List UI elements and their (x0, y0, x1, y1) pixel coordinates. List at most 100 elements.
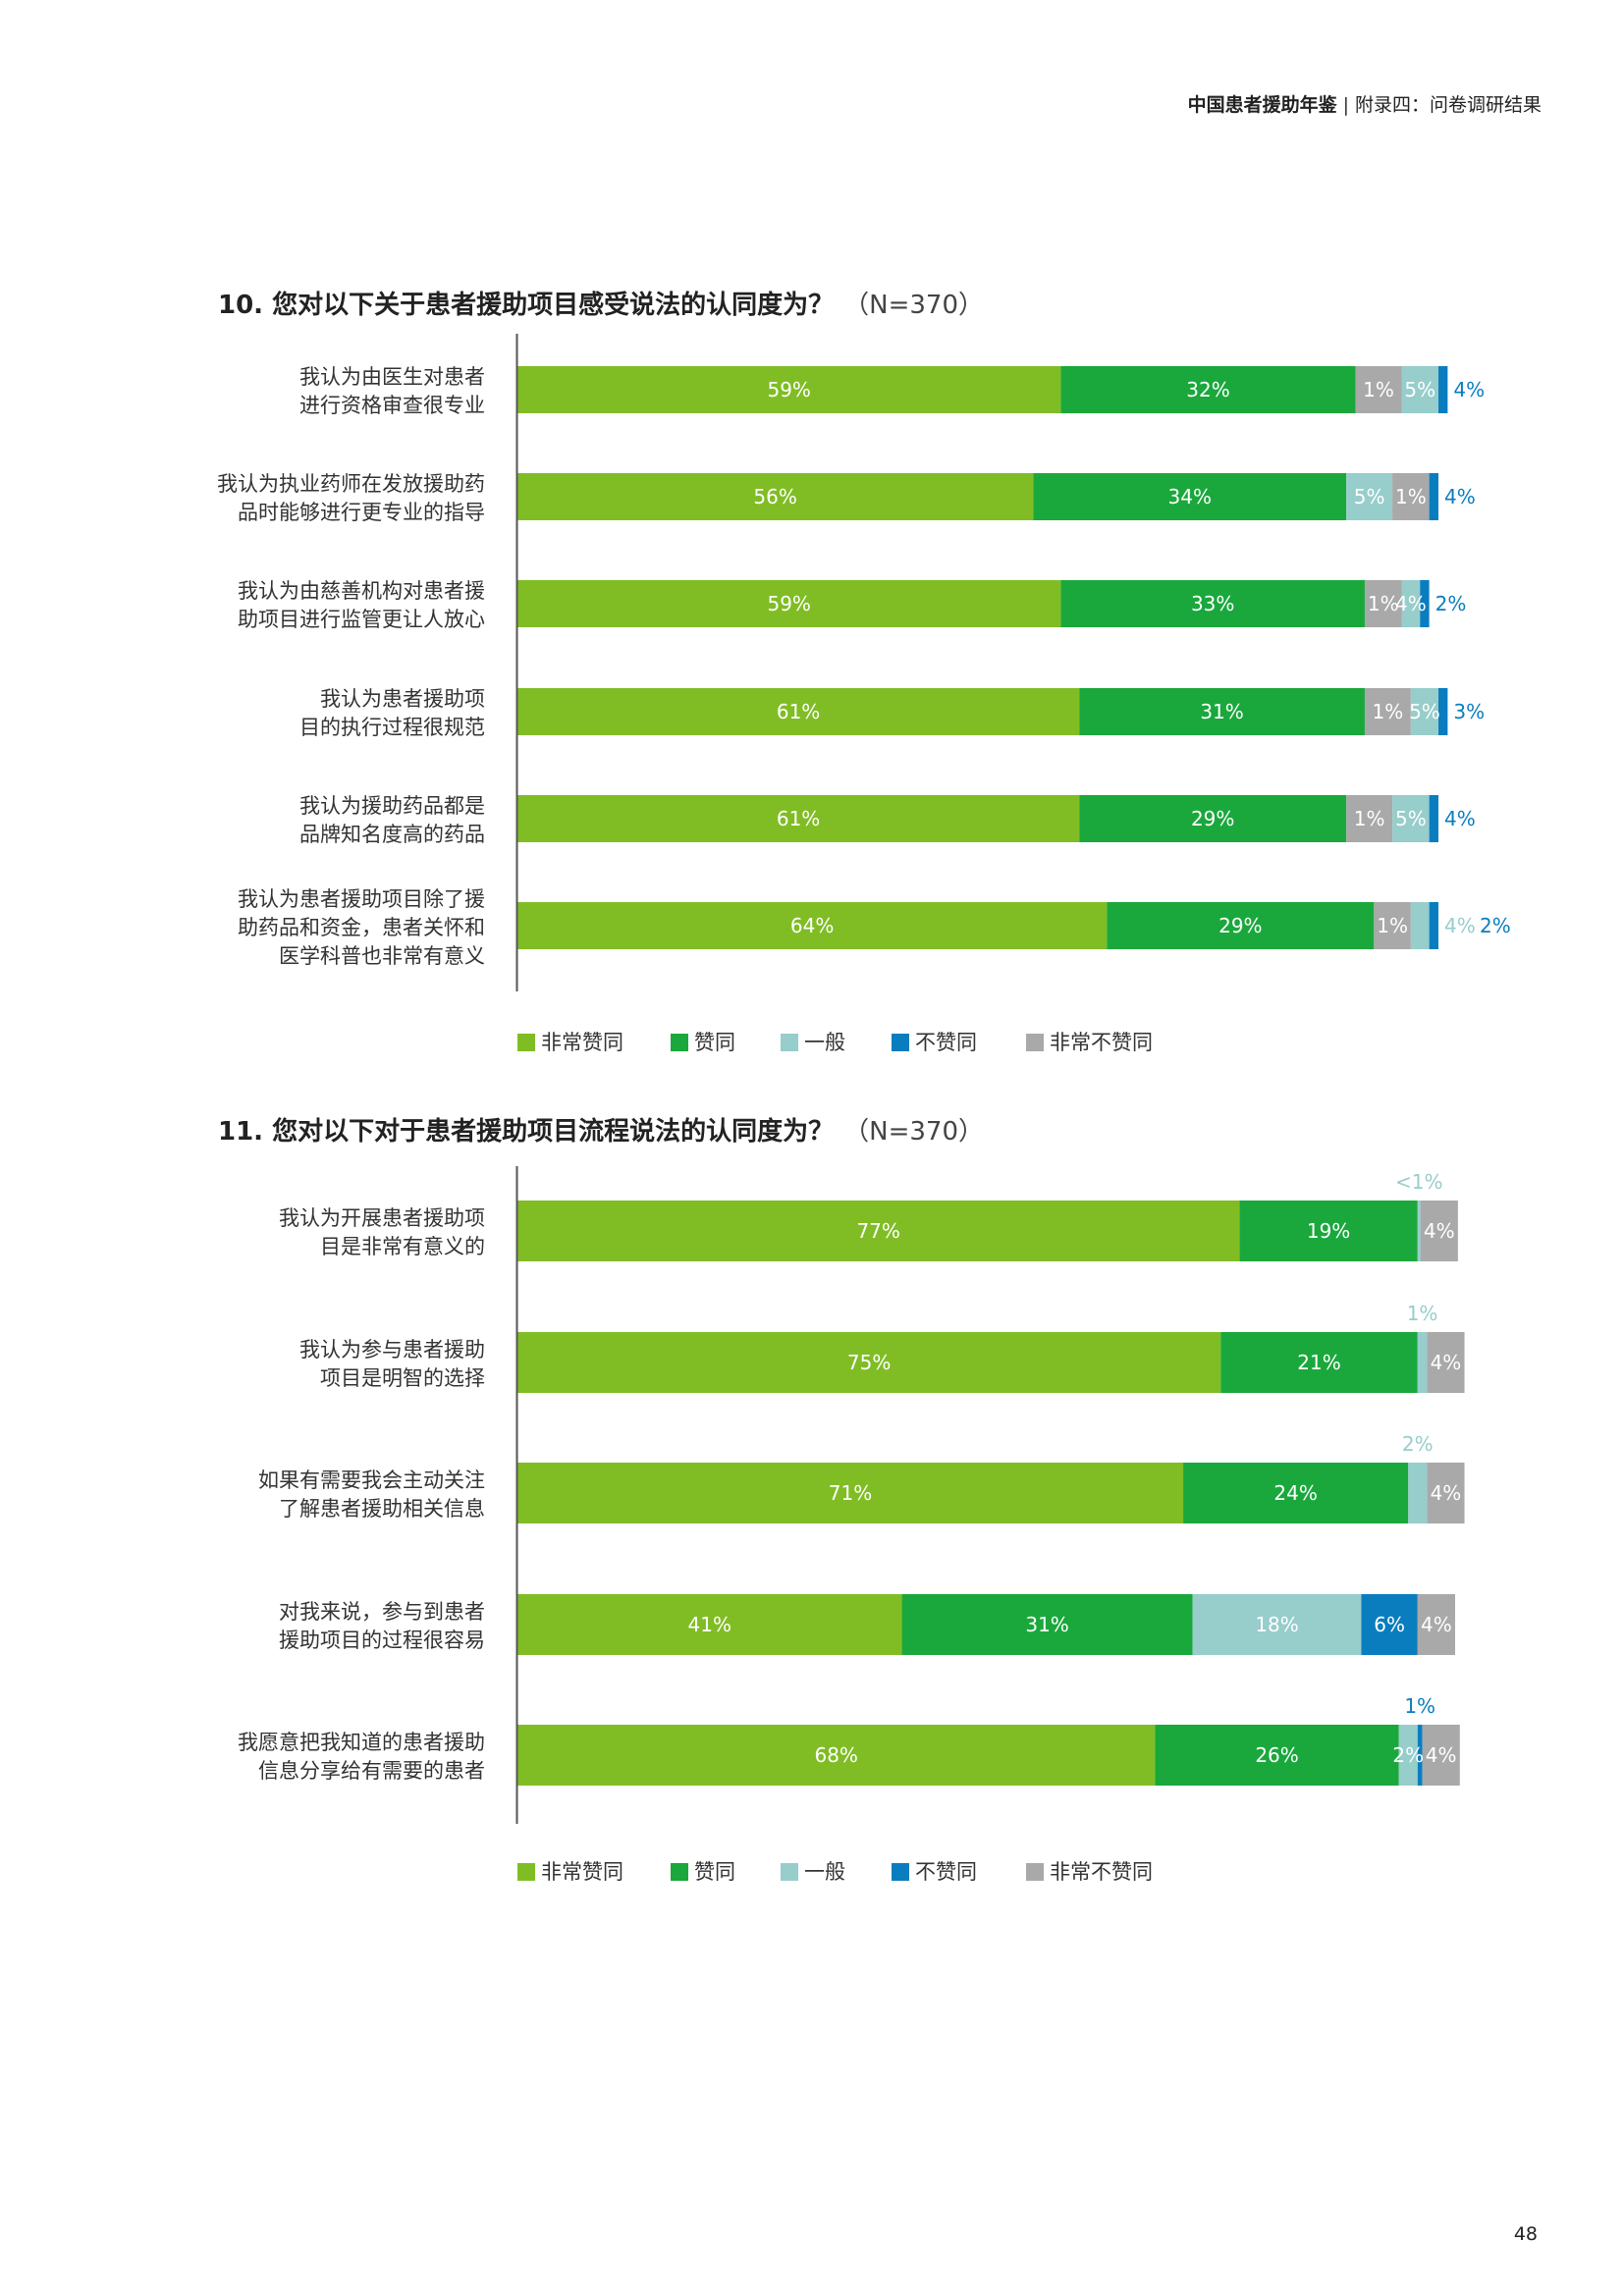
category-label: 我认为执业药师在发放援助药品时能够进行更专业的指导 (217, 472, 485, 524)
category-label: 我认为开展患者援助项目是非常有意义的 (279, 1206, 485, 1258)
data-label-very-agree: 56% (753, 485, 796, 508)
data-label-very-agree: 59% (767, 592, 810, 615)
category-label: 如果有需要我会主动关注了解患者援助相关信息 (258, 1468, 485, 1521)
bar-segment-agree (1079, 795, 1347, 842)
data-label-disagree: 4% (1444, 485, 1476, 508)
data-label-very-disagree: 1% (1363, 378, 1394, 401)
data-label-neutral: 4% (1444, 914, 1476, 937)
bar-segment-agree (1060, 580, 1365, 627)
legend-label-disagree: 不赞同 (915, 1031, 977, 1054)
bar-segment-very-agree (517, 1332, 1221, 1393)
legend-label-very-agree: 非常赞同 (541, 1031, 623, 1054)
bar-segment-agree (1107, 902, 1375, 949)
bar-segment-very-disagree (1392, 473, 1430, 520)
data-label-very-disagree: 4% (1421, 1613, 1452, 1636)
data-label-agree: 26% (1255, 1743, 1298, 1767)
bar-segment-very-agree (517, 688, 1080, 735)
data-label-very-disagree: 1% (1373, 700, 1404, 723)
data-label-neutral: <1% (1395, 1170, 1443, 1194)
chart2-sample-size: （N=370） (843, 1117, 984, 1147)
legend-swatch-neutral (781, 1034, 798, 1051)
data-label-very-disagree: 4% (1424, 1219, 1455, 1243)
bar-segment-disagree (1420, 580, 1430, 627)
category-label: 我愿意把我知道的患者援助信息分享给有需要的患者 (238, 1731, 485, 1783)
chart1-title-text: 10. 您对以下关于患者援助项目感受说法的认同度为？ (218, 291, 835, 320)
legend-swatch-very-agree (517, 1863, 535, 1881)
data-label-neutral: 5% (1354, 485, 1385, 508)
data-label-neutral: 18% (1255, 1613, 1298, 1636)
bar-segment-very-agree (517, 795, 1080, 842)
legend-label-agree: 赞同 (694, 1860, 735, 1884)
legend-swatch-agree (671, 1863, 688, 1881)
data-label-agree: 29% (1218, 914, 1262, 937)
legend-label-disagree: 不赞同 (915, 1860, 977, 1884)
bar-segment-very-disagree (1427, 1332, 1465, 1393)
bar-segment-very-agree (517, 1725, 1156, 1786)
bar-segment-agree (1033, 473, 1347, 520)
header-title: 中国患者援助年鉴 (1187, 94, 1337, 116)
legend-label-agree: 赞同 (694, 1031, 735, 1054)
legend-swatch-very-agree (517, 1034, 535, 1051)
bar-segment-agree (1239, 1201, 1418, 1261)
legend-swatch-very-disagree (1026, 1034, 1044, 1051)
bar-segment-very-disagree (1422, 1725, 1460, 1786)
data-label-agree: 29% (1191, 807, 1234, 830)
legend-swatch-very-disagree (1026, 1863, 1044, 1881)
data-label-neutral: 5% (1404, 378, 1435, 401)
data-label-very-disagree: 1% (1395, 485, 1427, 508)
bar-segment-disagree (1429, 902, 1438, 949)
data-label-agree: 21% (1297, 1351, 1340, 1374)
data-label-very-agree: 77% (856, 1219, 899, 1243)
bar-segment-very-agree (517, 1594, 902, 1655)
bar-segment-neutral (1410, 688, 1438, 735)
data-label-very-disagree: 4% (1431, 1351, 1462, 1374)
bar-segment-neutral (1408, 1463, 1428, 1523)
category-label: 我认为由医生对患者进行资格审查很专业 (299, 365, 485, 417)
legend-label-very-disagree: 非常不赞同 (1050, 1860, 1153, 1884)
bar-segment-agree (1183, 1463, 1409, 1523)
data-label-agree: 19% (1307, 1219, 1350, 1243)
data-label-neutral: 2% (1392, 1743, 1424, 1767)
bar-segment-disagree (1438, 366, 1448, 413)
bar-segment-neutral (1192, 1594, 1362, 1655)
chart-2: 我认为开展患者援助项目是非常有意义的 77% 19% <1% 4% 我认为参与患者援助项目… (238, 1166, 1465, 1884)
legend-swatch-disagree (892, 1863, 909, 1881)
data-label-very-agree: 59% (767, 378, 810, 401)
page-header: 中国患者援助年鉴 | 附录四：问卷调研结果 (1188, 90, 1542, 117)
data-label-agree: 31% (1025, 1613, 1068, 1636)
bar-segment-agree (1060, 366, 1356, 413)
legend-swatch-neutral (781, 1863, 798, 1881)
data-label-agree: 34% (1168, 485, 1212, 508)
data-label-disagree: 4% (1453, 378, 1485, 401)
legend-label-very-agree: 非常赞同 (541, 1860, 623, 1884)
bar-segment-very-disagree (1346, 795, 1393, 842)
data-label-very-agree: 61% (777, 807, 820, 830)
data-label-very-agree: 61% (777, 700, 820, 723)
legend-label-very-disagree: 非常不赞同 (1050, 1031, 1153, 1054)
bar-segment-agree (1155, 1725, 1399, 1786)
bar-segment-very-disagree (1417, 1594, 1455, 1655)
bar-segment-very-disagree (1364, 580, 1402, 627)
bar-segment-very-agree (517, 1201, 1240, 1261)
bar-segment-very-agree (517, 366, 1061, 413)
category-label: 对我来说，参与到患者援助项目的过程很容易 (279, 1600, 485, 1652)
bar-segment-disagree (1417, 1725, 1423, 1786)
category-label: 我认为患者援助项目除了援助药品和资金，患者关怀和医学科普也非常有意义 (238, 887, 485, 968)
bar-segment-very-disagree (1427, 1463, 1465, 1523)
chart1-title: 10. 您对以下关于患者援助项目感受说法的认同度为？ （N=370） (218, 285, 984, 321)
data-label-disagree: 2% (1435, 592, 1467, 615)
bar-segment-very-disagree (1374, 902, 1411, 949)
data-label-disagree: 4% (1444, 807, 1476, 830)
bar-segment-agree (901, 1594, 1193, 1655)
data-label-agree: 32% (1186, 378, 1229, 401)
bar-segment-neutral (1417, 1332, 1428, 1393)
data-label-very-disagree: 1% (1354, 807, 1385, 830)
bar-segment-neutral (1401, 580, 1421, 627)
data-label-agree: 33% (1191, 592, 1234, 615)
bar-segment-neutral (1392, 795, 1430, 842)
chart2-title: 11. 您对以下对于患者援助项目流程说法的认同度为？ （N=370） (218, 1111, 984, 1148)
bar-segment-very-agree (517, 580, 1061, 627)
data-label-very-agree: 71% (829, 1481, 872, 1505)
category-label: 我认为参与患者援助项目是明智的选择 (299, 1338, 485, 1390)
data-label-very-disagree: 4% (1431, 1481, 1462, 1505)
